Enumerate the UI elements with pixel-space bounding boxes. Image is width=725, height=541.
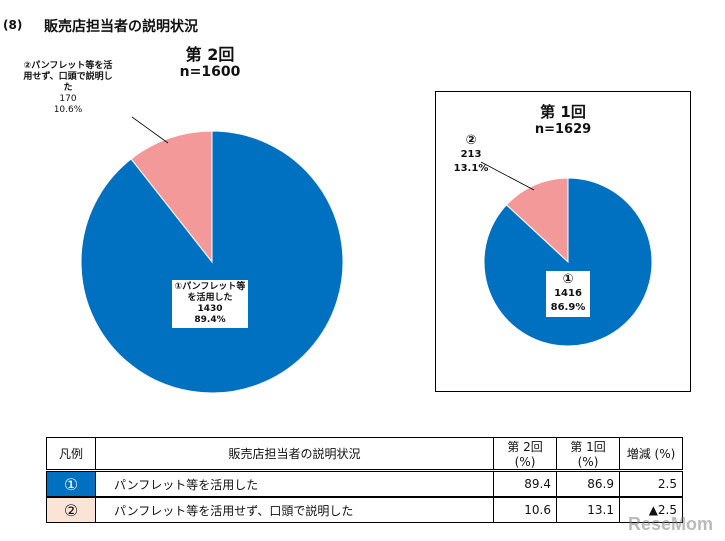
round1-n: n=1629 [534,122,592,137]
round1-slice2-percent: 13.1% [453,163,489,174]
header-legend: 凡例 [46,437,96,472]
round1-chart-frame [435,91,691,392]
round2-slice1-percent: 89.4% [194,315,226,325]
legend-table: 凡例 販売店担当者の説明状況 第 2回 (%) 第 1回 (%) 増減 (%) … [46,437,683,523]
row2-description: パンフレット等を活用せず、口頭で説明した [95,496,494,523]
row1-round1: 86.9 [556,470,620,498]
round1-slice1-marker: ① [562,272,574,287]
round2-slice2-label: ②パンフレット等を活用せず、口頭で説明した 170 10.6% [22,61,114,116]
header-change: 増減 (%) [619,437,683,472]
row2-round2: 10.6 [493,496,557,523]
round2-n: n=1600 [179,64,241,80]
row2-round1: 13.1 [556,496,620,523]
round1-slice1-label: ① 1416 86.9% [546,271,590,317]
round2-slice-2 [130,130,213,264]
round1-slice2-label: ② 213 13.1% [445,134,497,176]
legend-swatch-1: ① [46,470,96,498]
round2-slice1-name: ①パンフレット等を活用した [174,282,246,303]
row1-change: 2.5 [619,470,683,498]
table-row: ① パンフレット等を活用した 89.4 86.9 2.5 [46,470,683,498]
leader-line-round1-slice2 [480,161,535,191]
section-number: (8) [3,18,23,32]
round1-slice2-count: 213 [460,149,482,160]
round2-slice2-count: 170 [59,94,77,104]
round1-slice-2 [505,177,569,264]
round2-slice1-count: 1430 [197,304,223,314]
round2-slice-1 [80,130,344,394]
section-title: 販売店担当者の説明状況 [44,19,198,35]
round1-slice1-percent: 86.9% [550,302,586,313]
watermark-logo: ReseMom [627,514,713,534]
row1-round2: 89.4 [493,470,557,498]
round2-title: 第 2回 [185,45,235,64]
header-round2: 第 2回 (%) [493,437,557,472]
round1-slice2-marker: ② [465,133,477,148]
round1-title: 第 1回 [540,103,586,121]
header-round1: 第 1回 (%) [556,437,620,472]
table-row: ② パンフレット等を活用せず、口頭で説明した 10.6 13.1 ▲2.5 [46,496,683,523]
leader-line-round2-slice2 [131,116,169,144]
legend-swatch-2: ② [46,496,96,523]
round2-slice2-name: ②パンフレット等を活用せず、口頭で説明した [23,61,113,93]
header-status: 販売店担当者の説明状況 [95,437,494,472]
row1-description: パンフレット等を活用した [95,470,494,498]
round2-slice2-percent: 10.6% [53,105,83,115]
round2-slice1-label: ①パンフレット等を活用した 1430 89.4% [172,280,248,328]
row2-change: ▲2.5 [619,496,683,523]
round1-slice-1 [483,177,653,347]
round1-slice1-count: 1416 [554,288,582,299]
